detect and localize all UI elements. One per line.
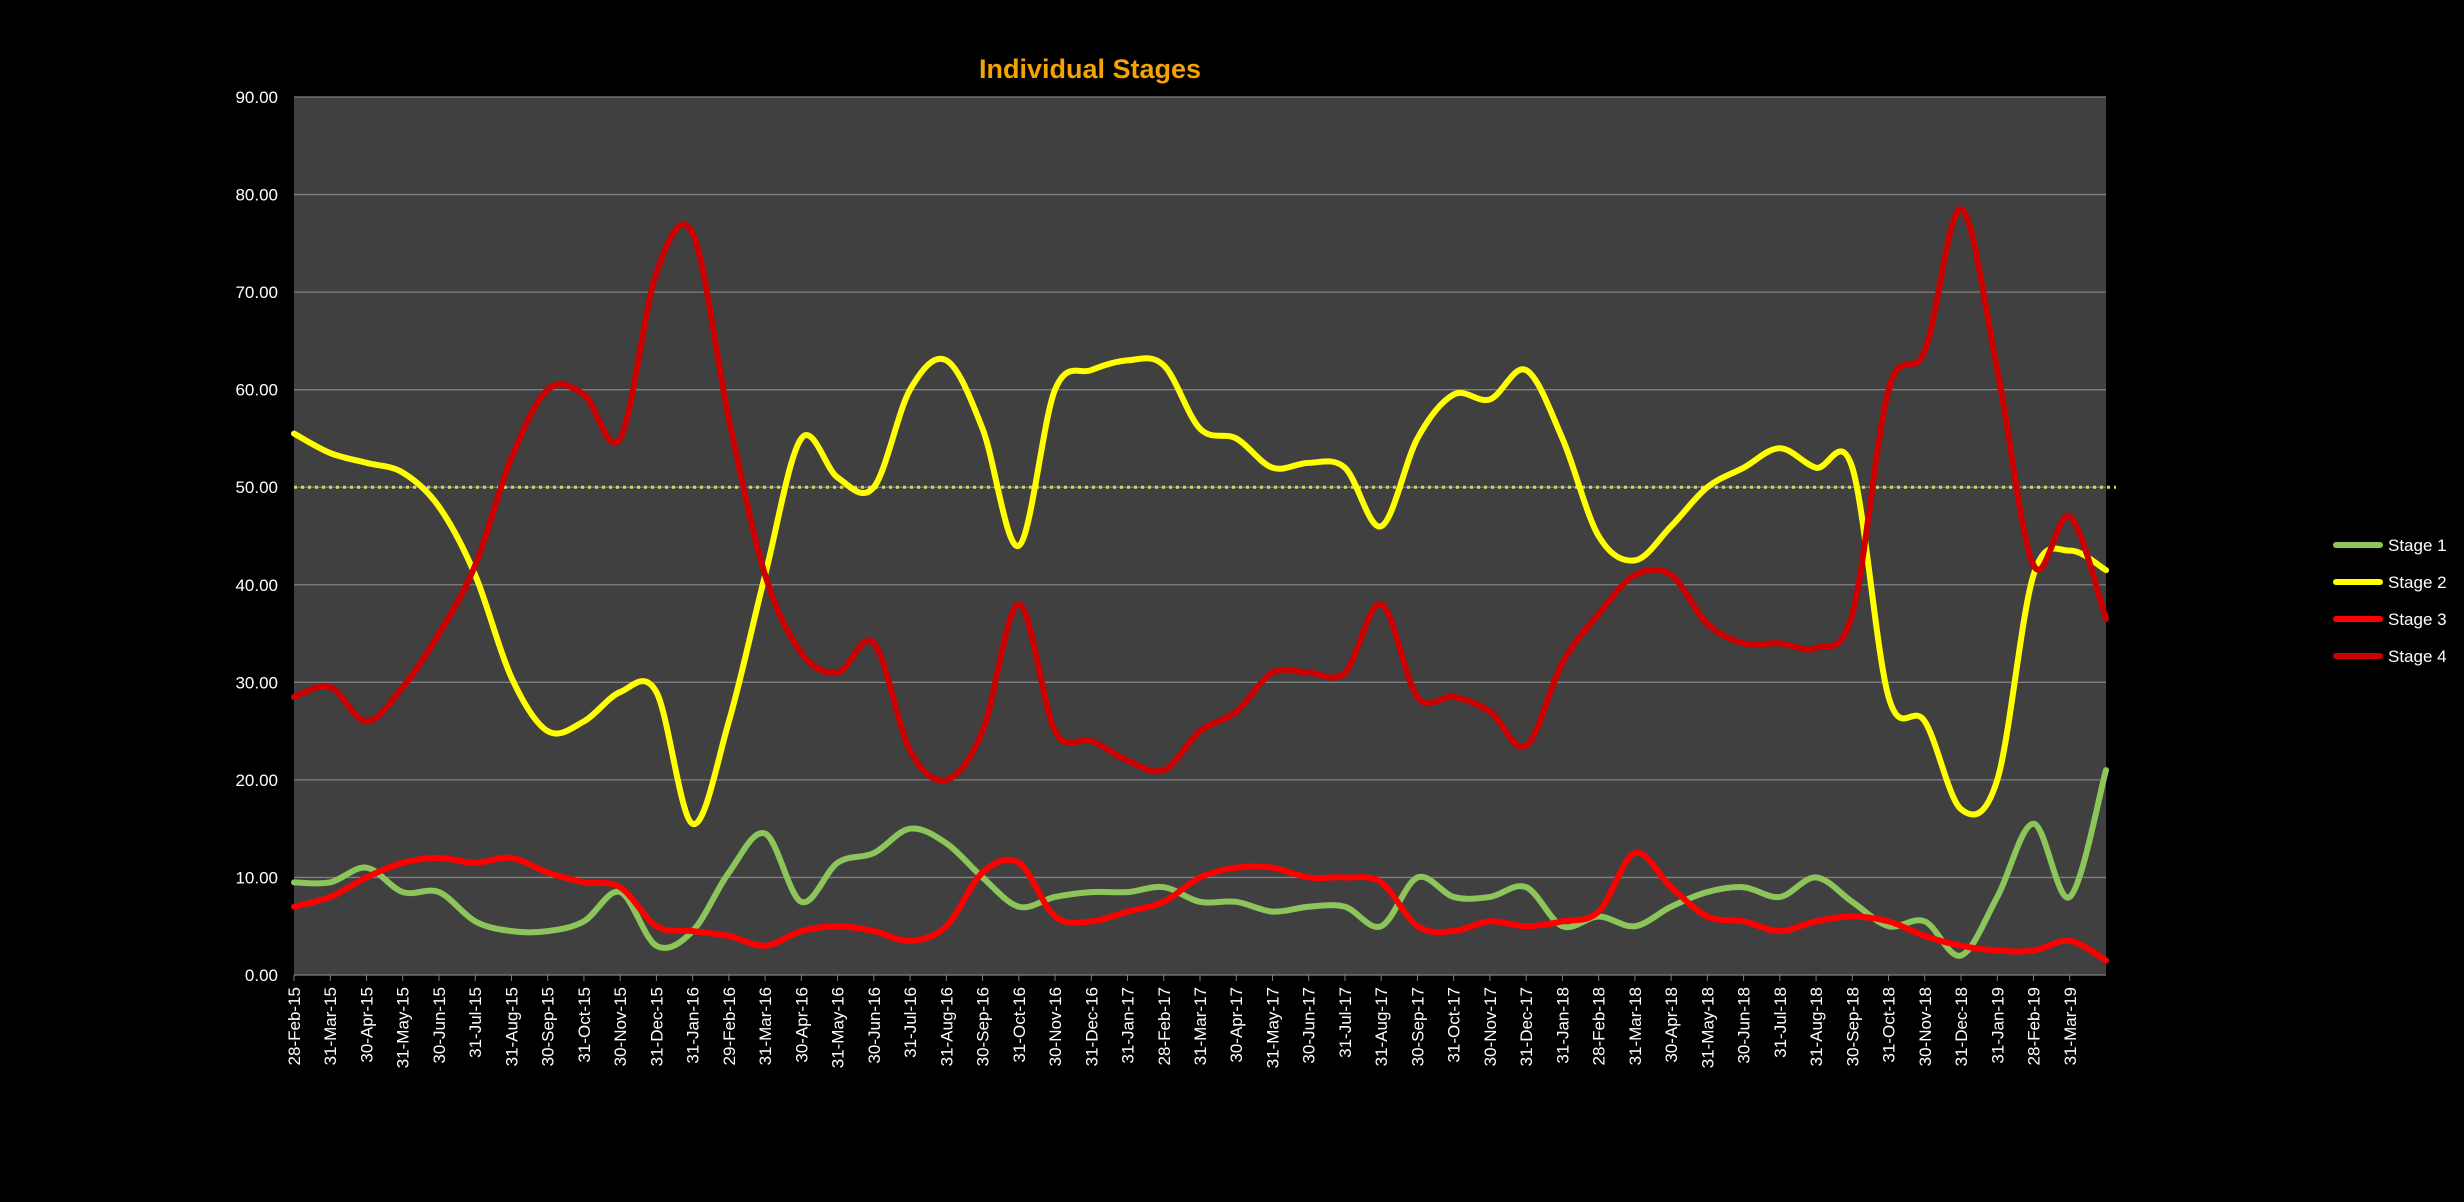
y-tick-label: 80.00 bbox=[235, 186, 278, 205]
x-tick-label: 31-Aug-17 bbox=[1372, 987, 1391, 1066]
x-tick-label: 30-Jun-15 bbox=[430, 987, 449, 1064]
x-tick-label: 28-Feb-15 bbox=[285, 987, 304, 1065]
y-tick-label: 20.00 bbox=[235, 771, 278, 790]
x-tick-label: 30-Apr-18 bbox=[1662, 987, 1681, 1063]
x-tick-label: 31-Oct-15 bbox=[575, 987, 594, 1063]
x-tick-label: 31-Jul-17 bbox=[1336, 987, 1355, 1058]
y-tick-label: 50.00 bbox=[235, 478, 278, 497]
x-tick-label: 31-Aug-16 bbox=[937, 987, 956, 1066]
series-lines bbox=[291, 206, 2109, 964]
x-tick-label: 30-Nov-15 bbox=[611, 987, 630, 1066]
y-tick-label: 30.00 bbox=[235, 673, 278, 692]
x-tick-label: 31-Jan-17 bbox=[1119, 987, 1138, 1064]
x-tick-label: 31-Jul-16 bbox=[901, 987, 920, 1058]
y-axis-tick-labels: 0.00 10.00 20.00 30.00 40.00 50.00 60.00 70.00 8… bbox=[235, 88, 278, 985]
legend-label-stage-4: Stage 4 bbox=[2388, 647, 2447, 666]
x-tick-label: 31-Jan-18 bbox=[1553, 987, 1572, 1064]
legend-label-stage-1: Stage 1 bbox=[2388, 536, 2447, 555]
x-tick-label: 31-May-16 bbox=[829, 987, 848, 1068]
x-tick-label: 30-Jun-17 bbox=[1300, 987, 1319, 1064]
x-tick-label: 31-Mar-15 bbox=[321, 987, 340, 1065]
x-tick-label: 31-Oct-16 bbox=[1010, 987, 1029, 1063]
x-tick-label: 31-Mar-18 bbox=[1626, 987, 1645, 1065]
x-tick-label: 30-Apr-15 bbox=[357, 987, 376, 1063]
x-tick-label: 31-May-18 bbox=[1698, 987, 1717, 1068]
x-tick-label: 30-Apr-17 bbox=[1227, 987, 1246, 1063]
x-tick-label: 30-Jun-18 bbox=[1735, 987, 1754, 1064]
x-tick-label: 31-Jul-15 bbox=[466, 987, 485, 1058]
plot-area bbox=[294, 97, 2106, 975]
y-tick-label: 10.00 bbox=[235, 868, 278, 887]
x-tick-label: 30-Nov-17 bbox=[1481, 987, 1500, 1066]
y-tick-label: 60.00 bbox=[235, 381, 278, 400]
x-tick-label: 31-May-15 bbox=[394, 987, 413, 1068]
x-tick-label: 31-Dec-16 bbox=[1082, 987, 1101, 1066]
x-tick-label: 30-Nov-16 bbox=[1046, 987, 1065, 1066]
x-tick-label: 31-Dec-18 bbox=[1952, 987, 1971, 1066]
x-tick-label: 28-Feb-18 bbox=[1590, 987, 1609, 1065]
series-line-stage-2 bbox=[291, 355, 2109, 827]
x-tick-label: 31-Jan-19 bbox=[1988, 987, 2007, 1064]
series-line-stage-3 bbox=[291, 849, 2109, 964]
legend-label-stage-2: Stage 2 bbox=[2388, 573, 2447, 592]
y-tick-label: 70.00 bbox=[235, 283, 278, 302]
chart-title: Individual Stages bbox=[979, 54, 1201, 84]
x-tick-label: 31-Oct-18 bbox=[1880, 987, 1899, 1063]
legend: Stage 1 Stage 2 Stage 3 Stage 4 bbox=[2333, 536, 2447, 666]
legend-label-stage-3: Stage 3 bbox=[2388, 610, 2447, 629]
series-line-stage-1 bbox=[291, 767, 2109, 959]
x-tick-label: 30-Sep-15 bbox=[539, 987, 558, 1066]
y-tick-label: 40.00 bbox=[235, 576, 278, 595]
x-tick-label: 31-Oct-17 bbox=[1445, 987, 1464, 1063]
x-tick-label: 30-Apr-16 bbox=[792, 987, 811, 1063]
x-tick-label: 28-Feb-19 bbox=[2025, 987, 2044, 1065]
x-tick-label: 30-Sep-18 bbox=[1843, 987, 1862, 1066]
series-line-stage-4 bbox=[291, 206, 2109, 784]
x-tick-label: 30-Sep-17 bbox=[1408, 987, 1427, 1066]
x-tick-label: 31-Dec-17 bbox=[1517, 987, 1536, 1066]
x-axis-tick-labels: 28-Feb-15 31-Mar-15 30-Apr-15 31-May-15 30-J… bbox=[285, 975, 2080, 1068]
x-tick-label: 28-Feb-17 bbox=[1155, 987, 1174, 1065]
x-tick-label: 31-Mar-17 bbox=[1191, 987, 1210, 1065]
x-tick-label: 31-Aug-18 bbox=[1807, 987, 1826, 1066]
x-tick-label: 31-Mar-16 bbox=[756, 987, 775, 1065]
x-tick-label: 31-May-17 bbox=[1263, 987, 1282, 1068]
x-tick-label: 31-Aug-15 bbox=[502, 987, 521, 1066]
x-tick-label: 31-Dec-15 bbox=[647, 987, 666, 1066]
x-tick-label: 29-Feb-16 bbox=[720, 987, 739, 1065]
x-tick-label: 31-Jan-16 bbox=[684, 987, 703, 1064]
x-tick-label: 31-Mar-19 bbox=[2061, 987, 2080, 1065]
y-tick-label: 0.00 bbox=[245, 966, 278, 985]
x-tick-label: 30-Sep-16 bbox=[974, 987, 993, 1066]
x-tick-label: 30-Nov-18 bbox=[1916, 987, 1935, 1066]
x-tick-label: 30-Jun-16 bbox=[865, 987, 884, 1064]
x-tick-label: 31-Jul-18 bbox=[1771, 987, 1790, 1058]
y-tick-label: 90.00 bbox=[235, 88, 278, 107]
